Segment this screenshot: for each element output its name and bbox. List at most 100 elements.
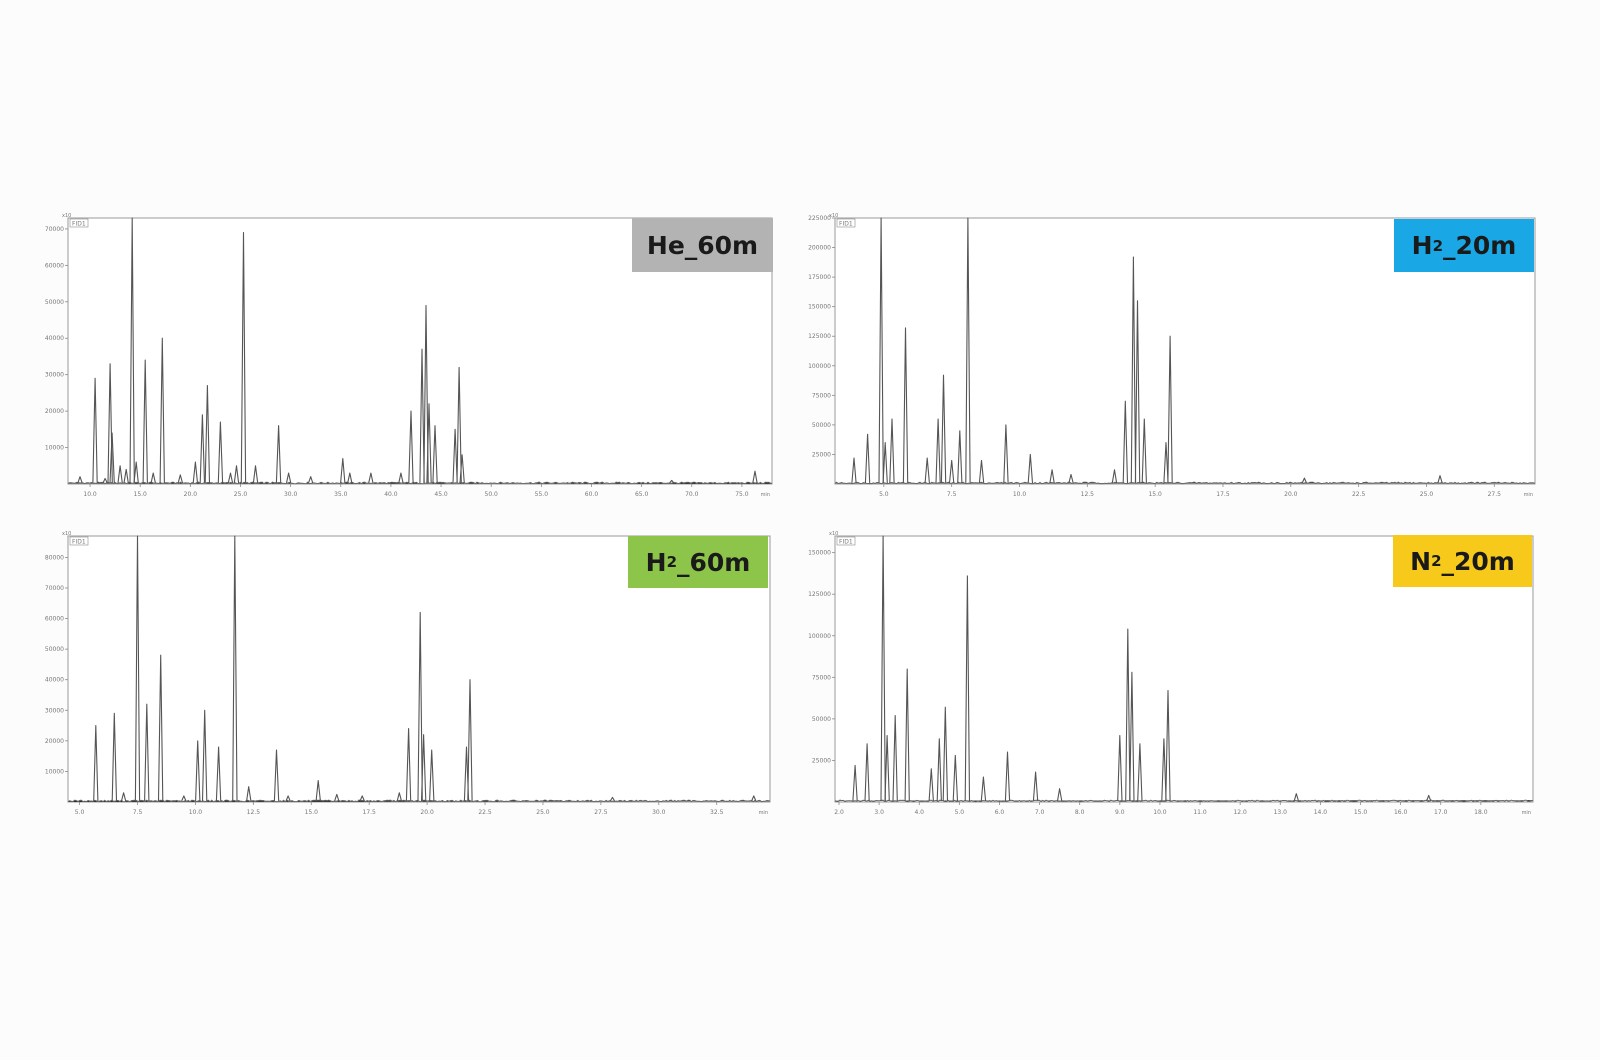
y-tick-label: 70000 bbox=[45, 226, 64, 233]
y-tick-label: 30000 bbox=[45, 372, 64, 379]
x-tick-label: 7.0 bbox=[1035, 809, 1045, 816]
detector-label: FID1 bbox=[72, 539, 86, 546]
y-tick-label: 60000 bbox=[45, 616, 64, 623]
peak bbox=[405, 728, 412, 802]
x-tick-label: 15.0 bbox=[134, 491, 148, 498]
x-tick-label: 27.5 bbox=[1488, 491, 1502, 498]
y-axis-multiplier: x10 bbox=[829, 213, 838, 219]
y-axis-multiplier: x10 bbox=[62, 213, 71, 219]
peak bbox=[957, 430, 963, 484]
x-tick-label: 70.0 bbox=[685, 491, 699, 498]
peak bbox=[880, 535, 886, 802]
x-tick-label: 35.0 bbox=[334, 491, 348, 498]
x-tick-label: 13.0 bbox=[1274, 809, 1288, 816]
y-tick-label: 20000 bbox=[45, 738, 64, 745]
x-tick-label: 45.0 bbox=[434, 491, 448, 498]
peak bbox=[942, 706, 949, 802]
peak bbox=[109, 432, 115, 484]
y-tick-label: 75000 bbox=[812, 674, 831, 681]
x-tick-label: 12.5 bbox=[1081, 491, 1095, 498]
peak bbox=[217, 421, 224, 484]
x-tick-label: 30.0 bbox=[652, 809, 666, 816]
peak bbox=[1049, 469, 1055, 484]
y-tick-label: 25000 bbox=[812, 451, 831, 458]
peak bbox=[307, 476, 314, 484]
x-tick-label: 10.0 bbox=[189, 809, 203, 816]
x-tick-label: 20.0 bbox=[184, 491, 198, 498]
x-tick-label: 6.0 bbox=[995, 809, 1005, 816]
x-tick-label: 14.0 bbox=[1314, 809, 1328, 816]
x-tick-label: 15.0 bbox=[1354, 809, 1368, 816]
x-tick-label: 8.0 bbox=[1075, 809, 1085, 816]
peak bbox=[1027, 453, 1034, 484]
x-tick-label: 32.5 bbox=[710, 809, 724, 816]
peak bbox=[429, 749, 435, 802]
peak bbox=[948, 459, 955, 484]
baseline-trace bbox=[67, 481, 773, 485]
y-tick-label: 200000 bbox=[808, 245, 831, 252]
y-tick-label: 75000 bbox=[812, 392, 831, 399]
peak bbox=[157, 654, 164, 802]
chromatogram-panel-h2-20m: x10 FID1 5.0 7.5 10.0 12.5 15.0 17.5 20.0 22.5 25.… bbox=[795, 212, 1565, 508]
peak bbox=[192, 461, 199, 484]
peak bbox=[419, 348, 425, 484]
x-tick-label: 20.0 bbox=[1284, 491, 1298, 498]
detector-label-box bbox=[69, 536, 89, 546]
peak bbox=[102, 477, 108, 484]
x-axis-unit: min bbox=[1524, 492, 1533, 498]
peak bbox=[227, 472, 234, 484]
peak bbox=[252, 465, 259, 484]
peak bbox=[864, 433, 871, 484]
x-tick-label: 22.5 bbox=[478, 809, 492, 816]
x-tick-label: 10.0 bbox=[83, 491, 97, 498]
x-tick-label: 2.0 bbox=[834, 809, 844, 816]
peak bbox=[117, 465, 123, 484]
y-tick-label: 175000 bbox=[808, 274, 831, 281]
peak bbox=[199, 414, 206, 484]
peak bbox=[904, 668, 910, 802]
y-tick-label: 50000 bbox=[45, 646, 64, 653]
peak bbox=[285, 472, 292, 484]
peak bbox=[1134, 300, 1141, 484]
peak bbox=[144, 703, 150, 802]
peak bbox=[177, 474, 184, 484]
peak bbox=[347, 472, 353, 484]
peak bbox=[423, 304, 429, 484]
y-tick-label: 80000 bbox=[45, 554, 64, 561]
x-tick-label: 12.0 bbox=[1233, 809, 1247, 816]
peak bbox=[273, 749, 280, 802]
chromatogram-panel-he-60m: x10 FID1 10.0 15.0 20.0 25.0 30.0 35.0 40.0 45.0 5… bbox=[30, 212, 800, 508]
detector-label: FID1 bbox=[839, 221, 853, 228]
x-tick-label: 25.0 bbox=[234, 491, 248, 498]
y-axis-multiplier: x10 bbox=[829, 531, 838, 537]
x-tick-label: 40.0 bbox=[384, 491, 398, 498]
peak bbox=[1032, 771, 1039, 802]
peak bbox=[1293, 793, 1300, 802]
x-tick-label: 9.0 bbox=[1115, 809, 1125, 816]
y-tick-label: 150000 bbox=[808, 550, 831, 557]
peak bbox=[978, 459, 985, 484]
peak bbox=[669, 479, 675, 484]
peak bbox=[1167, 335, 1173, 484]
peak bbox=[93, 725, 99, 802]
peak bbox=[1129, 671, 1135, 802]
peak bbox=[215, 746, 222, 802]
x-tick-label: 20.0 bbox=[420, 809, 434, 816]
peak bbox=[275, 425, 282, 484]
peak bbox=[609, 796, 616, 802]
detector-label: FID1 bbox=[839, 539, 853, 546]
peak bbox=[1111, 469, 1118, 484]
peak bbox=[1165, 690, 1171, 802]
x-tick-label: 22.5 bbox=[1352, 491, 1366, 498]
peak bbox=[924, 457, 930, 484]
peak bbox=[417, 611, 423, 802]
x-tick-label: 75.0 bbox=[735, 491, 749, 498]
peak bbox=[120, 792, 127, 802]
carrier-gas-label: N 2 _20m bbox=[1393, 535, 1532, 587]
peak bbox=[459, 454, 465, 484]
peak bbox=[1125, 628, 1131, 802]
carrier-gas-label: H 2 _20m bbox=[1394, 219, 1534, 272]
y-tick-label: 50000 bbox=[812, 716, 831, 723]
detector-label: FID1 bbox=[72, 221, 86, 228]
x-axis-unit: min bbox=[759, 810, 768, 816]
